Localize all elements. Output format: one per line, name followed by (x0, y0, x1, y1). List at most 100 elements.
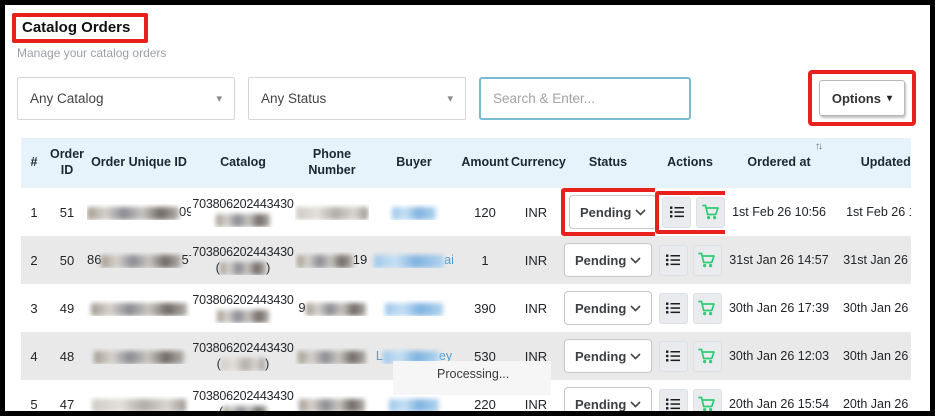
table-row: 5 47 703806202443430 ( 220 INR (21, 380, 911, 412)
status-select[interactable]: Pending (564, 291, 652, 325)
chevron-down-icon (630, 400, 641, 408)
order-details-button[interactable] (662, 196, 691, 228)
cell-order-unique-id: 09 (87, 204, 191, 220)
title-highlight-box: Catalog Orders (12, 13, 149, 43)
caret-down-icon: ▾ (216, 92, 222, 105)
list-icon (669, 206, 684, 218)
catalog-filter-select[interactable]: Any Catalog ▾ (17, 76, 235, 120)
cart-button[interactable] (692, 292, 722, 324)
options-label: Options (831, 90, 881, 106)
cell-amount: 1 (481, 252, 489, 268)
redacted-text (223, 406, 268, 411)
list-icon (666, 350, 680, 362)
cell-actions (655, 292, 725, 324)
chevron-down-icon (635, 208, 646, 216)
cell-num: 2 (30, 252, 38, 268)
actions-highlight-box (655, 190, 725, 234)
cell-catalog: 703806202443430 ( (191, 389, 295, 411)
cell-order-unique-id (87, 396, 191, 411)
status-filter-value: Any Status (261, 90, 327, 106)
col-header-currency: Currency (511, 155, 566, 170)
cart-button[interactable] (692, 244, 722, 276)
col-header-phone-number: Phone Number (308, 147, 356, 177)
redacted-text (94, 350, 184, 364)
cell-num: 5 (30, 396, 38, 412)
order-details-button[interactable] (658, 340, 688, 372)
cell-updated-at: 20th Jan 26 15:54 (842, 397, 911, 411)
status-highlight-box: Pending (561, 188, 655, 236)
status-select[interactable]: Pending (564, 243, 652, 277)
cell-order-id: 50 (59, 252, 75, 268)
sort-icon[interactable]: ↑↓ (815, 141, 823, 153)
cell-ordered-at: 20th Jan 26 15:54 (728, 397, 830, 411)
col-header-updated-at: Updated at (860, 155, 911, 170)
redacted-text (92, 398, 186, 411)
cell-status: Pending (561, 188, 655, 236)
redacted-text (101, 254, 182, 268)
shopping-cart-icon (698, 396, 715, 411)
redacted-text (389, 398, 439, 411)
cell-status: Pending (561, 291, 655, 325)
search-input[interactable] (479, 76, 691, 120)
filter-bar: Any Catalog ▾ Any Status ▾ Options ▾ (17, 70, 930, 126)
cart-button[interactable] (692, 388, 722, 411)
cell-amount: 390 (474, 300, 496, 316)
shopping-cart-icon (698, 300, 715, 316)
table-row: 3 49 703806202443430 9 390 INR (21, 284, 911, 332)
cell-buyer: ai (369, 252, 459, 268)
cell-amount: 120 (474, 204, 496, 220)
options-highlight-box: Options ▾ (807, 70, 916, 126)
cell-updated-at: 1st Feb 26 10:56 (846, 205, 911, 219)
status-select[interactable]: Pending (569, 195, 655, 229)
shopping-cart-icon (698, 348, 715, 364)
col-header-buyer: Buyer (396, 155, 432, 170)
col-header-catalog: Catalog (220, 155, 266, 170)
order-details-button[interactable] (658, 388, 688, 411)
table-header-row: # Order ID Order Unique ID Catalog Phone… (21, 138, 911, 188)
cell-order-id: 51 (59, 204, 75, 220)
redacted-text (87, 206, 179, 220)
cell-amount: 220 (474, 396, 496, 412)
cart-button[interactable] (692, 340, 722, 372)
cell-actions (655, 388, 725, 411)
redacted-text (296, 254, 353, 268)
cell-order-id: 48 (59, 348, 75, 364)
options-button[interactable]: Options ▾ (818, 80, 905, 116)
cell-actions (655, 190, 725, 234)
redacted-text (305, 302, 366, 316)
cell-num: 1 (30, 204, 38, 220)
cell-actions (655, 340, 725, 372)
order-details-button[interactable] (658, 244, 688, 276)
status-filter-select[interactable]: Any Status ▾ (248, 76, 466, 120)
cell-ordered-at: 30th Jan 26 17:39 (728, 301, 830, 315)
cell-num: 4 (30, 348, 38, 364)
cell-buyer (369, 204, 459, 220)
cell-currency: INR (524, 252, 548, 268)
redacted-text (91, 302, 187, 316)
cell-order-id: 49 (59, 300, 75, 316)
cell-order-unique-id (87, 300, 191, 316)
cell-phone: 19 (295, 252, 369, 268)
cell-updated-at: 30th Jan 26 12:03 (842, 349, 911, 363)
redacted-text (221, 358, 265, 372)
cell-status: Pending (561, 339, 655, 373)
cell-currency: INR (524, 396, 548, 412)
redacted-text (220, 262, 266, 276)
cell-phone (295, 204, 369, 220)
cell-actions (655, 244, 725, 276)
cell-status: Pending (561, 387, 655, 411)
status-select[interactable]: Pending (564, 339, 652, 373)
cart-button[interactable] (696, 196, 725, 228)
cell-order-id: 47 (59, 396, 75, 412)
status-select[interactable]: Pending (564, 387, 652, 411)
cell-catalog: 703806202443430 () (192, 340, 294, 372)
col-header-order-unique-id: Order Unique ID (91, 155, 187, 170)
order-details-button[interactable] (658, 292, 688, 324)
redacted-text (374, 254, 445, 268)
caret-down-icon: ▾ (447, 92, 453, 105)
cell-order-unique-id (87, 348, 191, 364)
cell-status: Pending (561, 243, 655, 277)
redacted-text (217, 310, 269, 324)
